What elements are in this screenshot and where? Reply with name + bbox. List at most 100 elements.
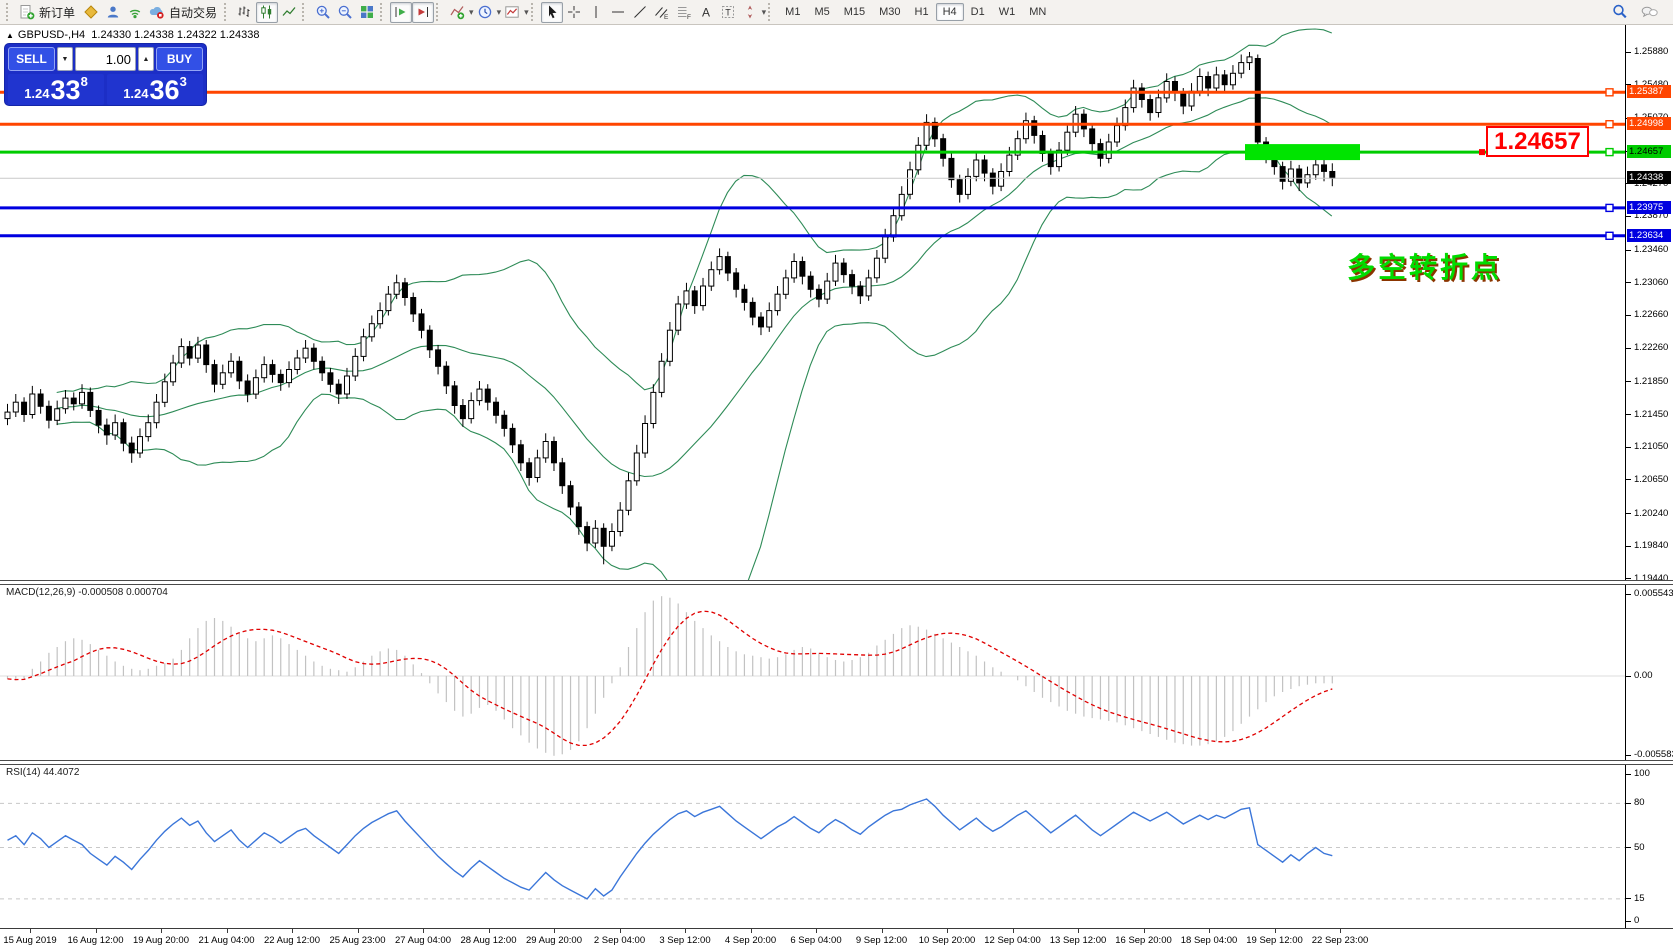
time-tick-label: 3 Sep 12:00	[659, 935, 711, 946]
periods-button[interactable]	[474, 2, 496, 23]
chart-candles-button[interactable]	[256, 1, 279, 23]
profiles-button[interactable]	[102, 2, 124, 23]
search-button[interactable]	[1609, 2, 1631, 23]
fibonacci-button[interactable]: F	[673, 2, 695, 23]
macd-panel: MACD(12,26,9) -0.000508 0.000704	[0, 584, 1625, 760]
chart-candles-icon	[259, 4, 275, 20]
toolbar-grip[interactable]	[768, 3, 774, 21]
time-tick-label: 22 Aug 12:00	[264, 935, 320, 946]
new-order-label[interactable]: 新订单	[39, 5, 76, 20]
toolbar-grip[interactable]	[380, 3, 386, 21]
rsi-axis-label: 50	[1626, 842, 1645, 853]
timeframe-mn-button[interactable]: MN	[1022, 3, 1053, 21]
indicators-button[interactable]	[446, 2, 468, 23]
signals-button[interactable]	[124, 2, 146, 23]
timeframe-m1-button[interactable]: M1	[778, 3, 807, 21]
toolbar-grip[interactable]	[224, 3, 230, 21]
auto-trading-label[interactable]: 自动交易	[169, 5, 218, 20]
zoom-in-button[interactable]	[312, 2, 334, 23]
chart-shift-icon	[415, 4, 431, 20]
chart-annotation-text[interactable]: 多空转折点	[1347, 251, 1503, 284]
time-tick-label: 10 Sep 20:00	[918, 935, 976, 946]
price-axis: 1.258801.254801.250701.246701.242701.238…	[1625, 25, 1673, 584]
toolbar-grip[interactable]	[6, 3, 12, 21]
templates-icon	[504, 4, 520, 20]
indicators-icon	[449, 4, 465, 20]
price-tick-label: 1.21850	[1626, 376, 1668, 387]
time-tick-label: 15 Aug 2019	[3, 935, 57, 946]
chat-icon	[1640, 4, 1660, 20]
market-watch-button[interactable]	[80, 2, 102, 23]
one-click-trading-panel: SELL ▼ ▲ BUY 1.24 33 8 1.24 36 3	[5, 44, 206, 105]
tile-windows-button[interactable]	[356, 2, 378, 23]
zoom-out-button[interactable]	[334, 2, 356, 23]
templates-button[interactable]	[501, 2, 523, 23]
time-tick-label: 6 Sep 04:00	[790, 935, 842, 946]
timeframe-m30-button[interactable]: M30	[872, 3, 907, 21]
panel-splitter-macd[interactable]	[0, 580, 1673, 585]
price-callout-label[interactable]: 1.24657	[1486, 126, 1589, 157]
indicators-dropdown-icon[interactable]: ▾	[469, 6, 474, 17]
time-tick	[1143, 929, 1145, 933]
toolbar-right-icons	[1609, 2, 1669, 23]
chart-bars-button[interactable]	[234, 2, 256, 23]
timeframe-m5-button[interactable]: M5	[807, 3, 836, 21]
arrows-button[interactable]	[739, 2, 761, 23]
text-label-button[interactable]: T	[717, 2, 739, 23]
volume-down-button[interactable]: ▼	[57, 47, 73, 71]
horizontal-line-objects[interactable]	[0, 88, 1625, 241]
buy-button[interactable]: BUY	[156, 47, 203, 71]
auto-scroll-button[interactable]	[390, 1, 413, 23]
vertical-line-button[interactable]	[585, 2, 607, 23]
trendline-button[interactable]	[629, 2, 651, 23]
auto-trading-button[interactable]	[146, 2, 168, 23]
toolbar-grip[interactable]	[530, 3, 537, 21]
sell-price-button[interactable]: 1.24 33 8	[8, 74, 104, 105]
time-tick-label: 25 Aug 23:00	[329, 935, 386, 946]
time-tick-label: 19 Aug 20:00	[133, 935, 189, 946]
text-label-icon: T	[720, 4, 736, 20]
price-tick-label: 1.23870	[1626, 210, 1668, 221]
rsi-axis-label: 100	[1626, 768, 1650, 779]
time-tick	[292, 929, 293, 933]
timeframe-h4-button[interactable]: H4	[935, 3, 964, 21]
timeframe-d1-button[interactable]: D1	[964, 3, 992, 21]
callout-anchor-handle[interactable]	[1479, 149, 1485, 156]
new-order-button[interactable]	[16, 2, 38, 23]
volume-input[interactable]	[75, 47, 136, 71]
toolbar-grip[interactable]	[436, 3, 442, 21]
highlight-rectangle[interactable]	[1245, 144, 1360, 161]
price-line-badge: 1.25387	[1627, 85, 1671, 99]
buy-price-button[interactable]: 1.24 36 3	[107, 74, 203, 105]
time-tick	[1078, 929, 1079, 933]
crosshair-button[interactable]	[563, 2, 585, 23]
timeframe-w1-button[interactable]: W1	[992, 3, 1023, 21]
chart-shift-button[interactable]	[412, 1, 435, 23]
price-tick-label: 1.22660	[1626, 309, 1668, 320]
chat-button[interactable]	[1639, 2, 1661, 23]
chart-line-button[interactable]	[278, 2, 300, 23]
time-tick	[357, 929, 359, 933]
equidistant-channel-button[interactable]: E	[651, 2, 673, 23]
periods-icon	[477, 4, 493, 20]
text-button[interactable]: A	[695, 2, 717, 23]
horizontal-line-icon	[610, 4, 626, 20]
auto-scroll-icon	[393, 4, 409, 20]
sell-button[interactable]: SELL	[8, 47, 55, 71]
volume-up-button[interactable]: ▲	[138, 47, 154, 71]
chart-canvas[interactable]: ▲ GBPUSD-,H4 1.24330 1.24338 1.24322 1.24…	[0, 25, 1625, 625]
rsi-axis-label: 15	[1626, 893, 1645, 904]
horizontal-line-button[interactable]	[607, 2, 629, 23]
collapse-panel-icon[interactable]: ▲	[6, 31, 14, 40]
time-tick	[1274, 929, 1276, 933]
cursor-button[interactable]	[540, 1, 563, 23]
templates-dropdown-icon[interactable]: ▾	[524, 6, 529, 17]
periods-dropdown-icon[interactable]: ▾	[496, 6, 502, 17]
panel-splitter-rsi[interactable]	[0, 760, 1673, 765]
chart-symbol-period: GBPUSD-,H4	[17, 29, 86, 41]
timeframe-h1-button[interactable]: H1	[908, 3, 936, 21]
toolbar-grip[interactable]	[302, 3, 308, 21]
timeframe-m15-button[interactable]: M15	[837, 3, 872, 21]
arrows-dropdown-icon[interactable]: ▾	[761, 6, 767, 17]
